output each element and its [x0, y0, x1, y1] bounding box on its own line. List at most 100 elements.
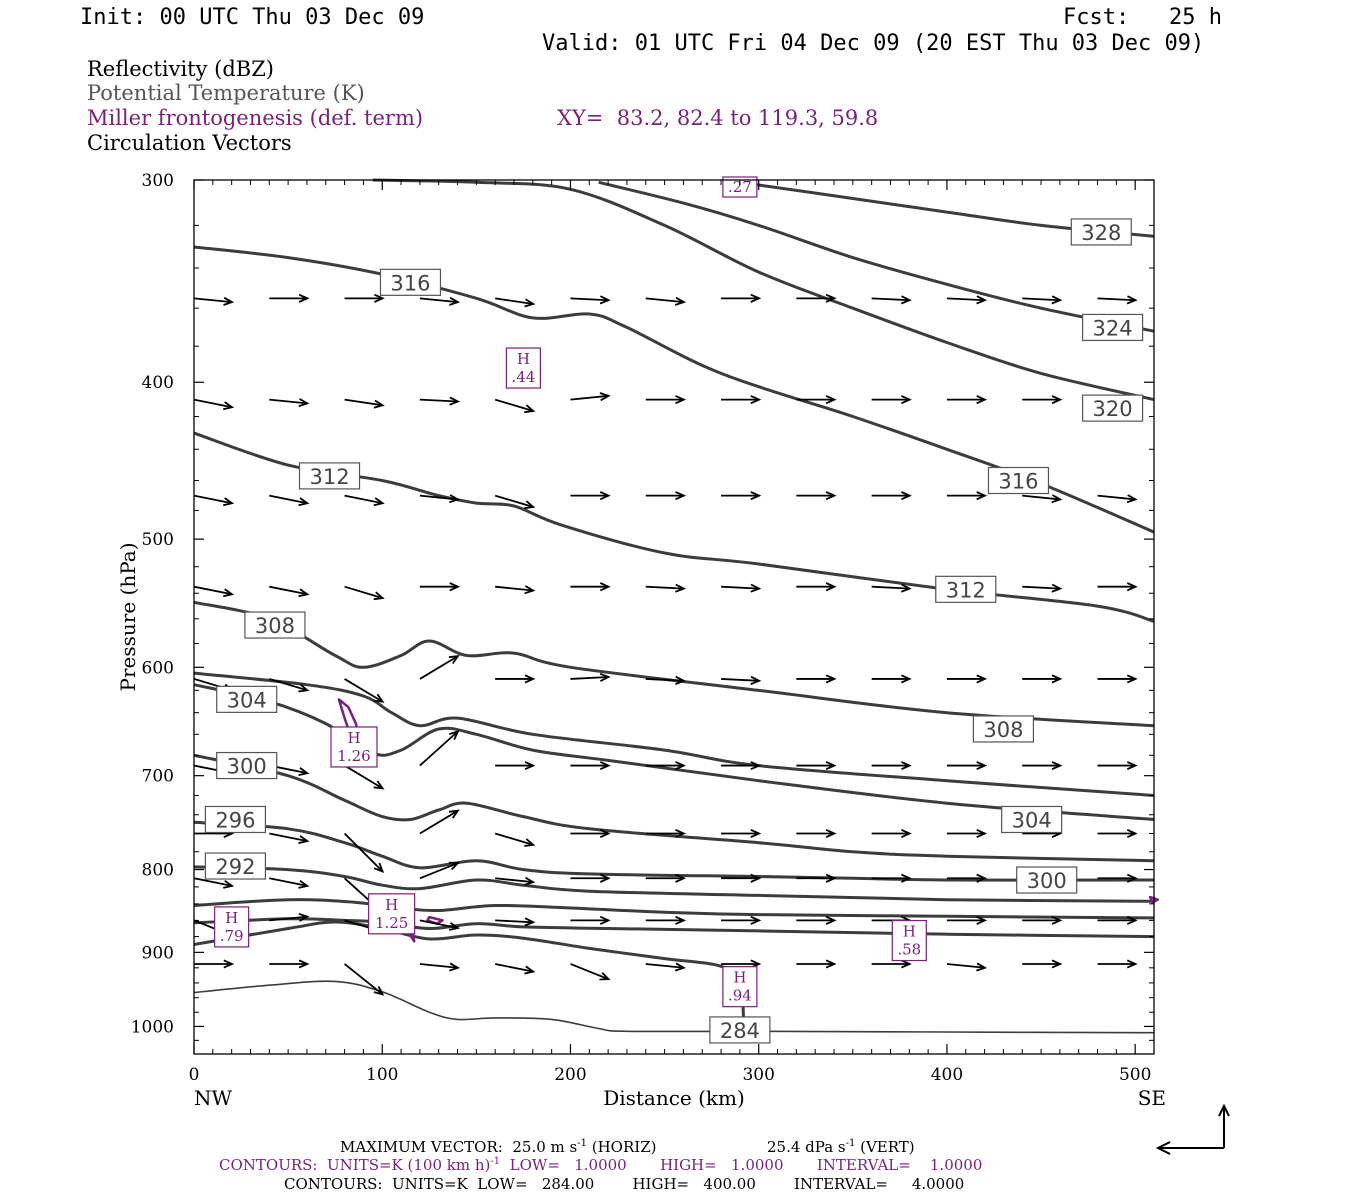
circulation-vector — [796, 915, 837, 925]
circulation-vector — [495, 674, 536, 684]
svg-text:292: 292 — [215, 855, 255, 879]
circulation-vector — [871, 828, 912, 839]
plot-frame — [193, 179, 1155, 1055]
frontogenesis-max-label: H1.26 — [330, 726, 378, 768]
theta-contour-label: 300 — [216, 751, 278, 780]
svg-text:H: H — [225, 909, 238, 927]
x-tick-label: 200 — [554, 1065, 586, 1085]
circulation-vector — [645, 675, 686, 685]
circulation-vector — [645, 828, 687, 839]
circulation-vector — [645, 296, 687, 306]
frontogenesis-max-label: H.44 — [505, 347, 542, 389]
circulation-vector — [344, 494, 385, 507]
footer-contours-fronto: CONTOURS: UNITS=K (100 km h)-1 LOW= 1.00… — [219, 1156, 983, 1174]
circulation-vectors — [193, 293, 1138, 996]
circulation-vector — [570, 491, 611, 501]
y-tick-label: 400 — [142, 373, 174, 393]
circulation-vector — [343, 832, 385, 874]
svg-text:H: H — [903, 923, 916, 941]
circulation-vector — [1097, 582, 1138, 592]
theta-contour-304 — [193, 683, 1155, 821]
circulation-vector — [1097, 761, 1138, 771]
frontogenesis-max-label: .27 — [722, 176, 758, 198]
circulation-vector — [645, 962, 687, 972]
circulation-vector — [645, 395, 687, 405]
y-tick-label: 800 — [142, 861, 174, 881]
circulation-vector — [269, 585, 310, 598]
svg-text:H: H — [385, 896, 398, 914]
circulation-vector — [495, 876, 536, 886]
theta-contour-label: 308 — [244, 611, 306, 639]
svg-text:.79: .79 — [220, 927, 244, 945]
circulation-vector — [946, 295, 988, 305]
circulation-vector — [796, 395, 837, 405]
svg-text:284: 284 — [720, 1019, 760, 1043]
circulation-vector — [721, 828, 762, 839]
circulation-vector — [269, 877, 310, 889]
circulation-vector — [946, 873, 988, 883]
circulation-vector — [721, 675, 762, 685]
circulation-vector — [1022, 295, 1063, 305]
circulation-vector — [796, 761, 837, 771]
circulation-vector — [419, 296, 461, 306]
circulation-vector — [645, 915, 687, 925]
endpoint-right: SE — [1138, 1086, 1166, 1110]
svg-text:316: 316 — [998, 470, 1038, 494]
circulation-vector — [871, 295, 912, 305]
theta-contour-label: 324 — [1081, 313, 1144, 342]
circulation-vector — [946, 491, 988, 501]
theta-contour-label: 328 — [1070, 218, 1132, 246]
forecast-hour: Fcst: 25 h — [1063, 5, 1222, 30]
y-tick-label: 300 — [142, 171, 174, 191]
circulation-vector — [1097, 959, 1138, 969]
init-time: Init: 00 UTC Thu 03 Dec 09 — [80, 5, 425, 30]
circulation-vector — [570, 915, 611, 925]
circulation-vector — [1022, 494, 1063, 504]
svg-text:.58: .58 — [897, 941, 921, 959]
y-tick-label: 500 — [142, 530, 174, 550]
contour-labels: 284 292 296 300 300 304 304 308 308 312 312 316 316 3… — [204, 176, 1144, 1044]
circulation-vector — [1022, 674, 1063, 684]
legend-frontogenesis: Miller frontogenesis (def. term) — [87, 106, 424, 130]
circulation-vector — [946, 674, 988, 684]
x-axis-label: Distance (km) — [603, 1086, 745, 1110]
circulation-vector — [1022, 761, 1063, 771]
svg-text:300: 300 — [1027, 869, 1067, 893]
svg-text:300: 300 — [227, 755, 267, 779]
circulation-vector — [1097, 674, 1138, 684]
circulation-vector — [344, 678, 385, 703]
circulation-vector — [1097, 295, 1138, 305]
circulation-vector — [871, 761, 912, 771]
theta-contour-label: 312 — [298, 462, 361, 490]
circulation-vector — [419, 654, 460, 680]
svg-text:.44: .44 — [511, 368, 535, 386]
circulation-vector — [269, 832, 310, 844]
frontogenesis-max-label: H.79 — [214, 906, 250, 948]
circulation-vector — [419, 861, 460, 880]
circulation-vector — [419, 582, 461, 592]
legend-reflectivity: Reflectivity (dBZ) — [87, 57, 275, 81]
reference-vector-icon — [1155, 1103, 1230, 1155]
circulation-vector — [645, 583, 687, 593]
circulation-vector — [570, 295, 611, 305]
svg-text:312: 312 — [309, 465, 349, 489]
circulation-vector — [946, 761, 988, 771]
circulation-vector — [1097, 915, 1138, 925]
theta-contour-320 — [372, 178, 1155, 402]
svg-text:.94: .94 — [728, 987, 752, 1005]
circulation-vector — [419, 396, 461, 406]
legend-vectors: Circulation Vectors — [87, 131, 292, 155]
circulation-vector — [796, 582, 837, 592]
theta-contour-label: 320 — [1081, 394, 1144, 422]
theta-contour-288 — [193, 920, 746, 1020]
circulation-vector — [1022, 583, 1063, 593]
theta-contour-316 — [193, 245, 1155, 534]
circulation-vector — [494, 494, 536, 510]
svg-text:316: 316 — [390, 271, 430, 295]
x-tick-label: 400 — [931, 1065, 963, 1085]
theta-contour-312 — [193, 431, 1155, 623]
circulation-vector — [1022, 915, 1063, 925]
circulation-vector — [871, 674, 912, 684]
y-tick-label: 1000 — [131, 1017, 174, 1037]
theta-contour-label: 304 — [216, 685, 278, 713]
